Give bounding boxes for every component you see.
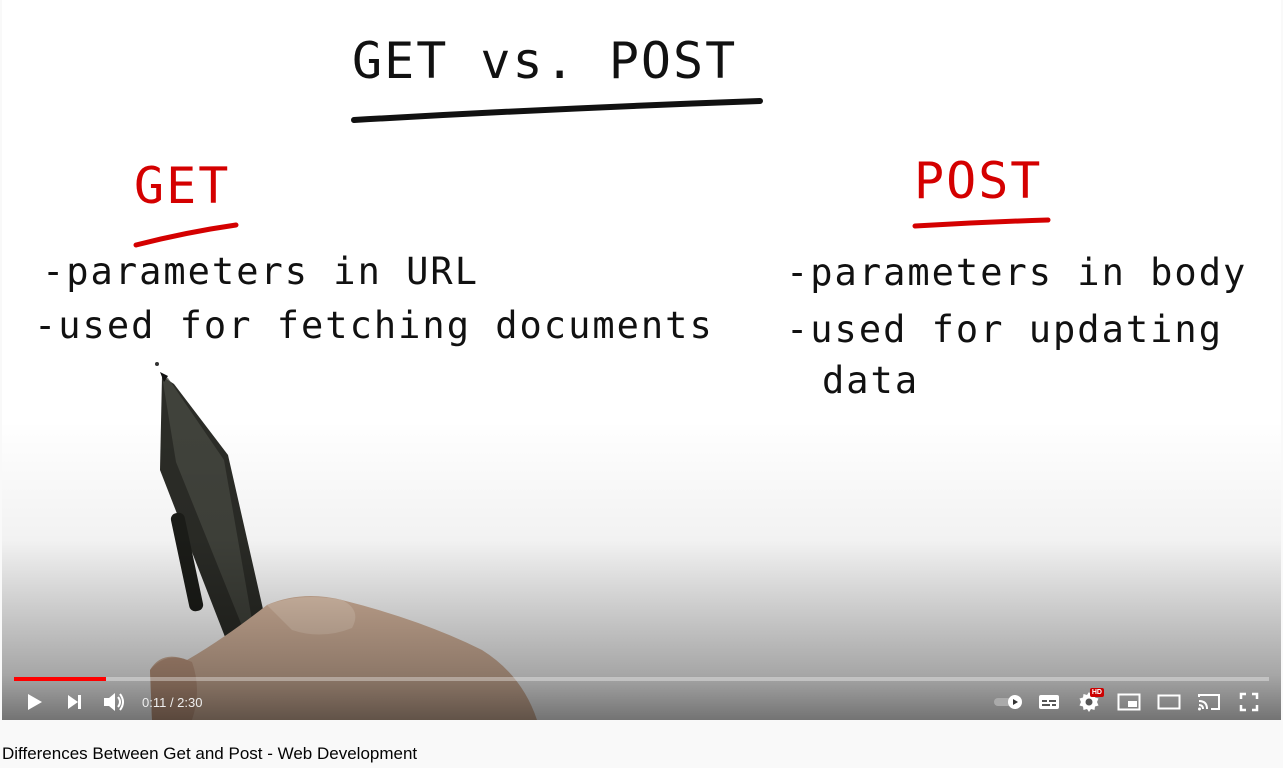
miniplayer-button[interactable] xyxy=(1109,684,1149,720)
play-icon xyxy=(28,694,42,710)
get-bullet-2: -used for fetching documents xyxy=(34,304,714,347)
video-title: Differences Between Get and Post - Web D… xyxy=(2,744,418,763)
controls-right: HD xyxy=(989,684,1269,720)
title-underline xyxy=(351,98,763,123)
get-heading: GET xyxy=(134,157,230,215)
fullscreen-button[interactable] xyxy=(1229,684,1269,720)
get-underline xyxy=(133,222,239,248)
autoplay-toggle-icon xyxy=(994,695,1022,709)
post-bullet-1: -parameters in body xyxy=(786,251,1247,294)
play-button[interactable] xyxy=(14,684,54,720)
theater-mode-icon xyxy=(1157,694,1181,710)
player-controls: 0:11 / 2:30 xyxy=(2,684,1281,720)
video-player[interactable]: GET vs. POST GET -parameters in URL -use… xyxy=(2,0,1281,720)
hd-badge: HD xyxy=(1089,688,1104,697)
settings-icon xyxy=(1079,692,1099,712)
cast-button[interactable] xyxy=(1189,684,1229,720)
time-display: 0:11 / 2:30 xyxy=(142,694,203,710)
cast-icon xyxy=(1198,694,1220,711)
post-bullet-3: data xyxy=(822,359,919,402)
autoplay-toggle[interactable] xyxy=(989,684,1029,720)
next-icon xyxy=(68,695,81,709)
miniplayer-icon xyxy=(1117,693,1141,711)
settings-button[interactable]: HD xyxy=(1069,684,1109,720)
mute-button[interactable] xyxy=(94,684,134,720)
progress-bar[interactable] xyxy=(14,677,1269,681)
subtitles-button[interactable] xyxy=(1029,684,1069,720)
progress-played xyxy=(14,677,106,681)
get-bullet-1: -parameters in URL xyxy=(42,250,479,293)
volume-icon xyxy=(104,693,124,711)
post-heading: POST xyxy=(914,152,1042,210)
video-frame: GET vs. POST GET -parameters in URL -use… xyxy=(34,32,1247,720)
post-underline xyxy=(912,217,1051,229)
theater-mode-button[interactable] xyxy=(1149,684,1189,720)
subtitles-icon xyxy=(1039,695,1059,709)
whiteboard-title: GET vs. POST xyxy=(352,32,737,90)
fullscreen-icon xyxy=(1239,692,1259,712)
controls-left: 0:11 / 2:30 xyxy=(14,684,202,720)
next-button[interactable] xyxy=(54,684,94,720)
post-bullet-2: -used for updating xyxy=(786,308,1223,351)
